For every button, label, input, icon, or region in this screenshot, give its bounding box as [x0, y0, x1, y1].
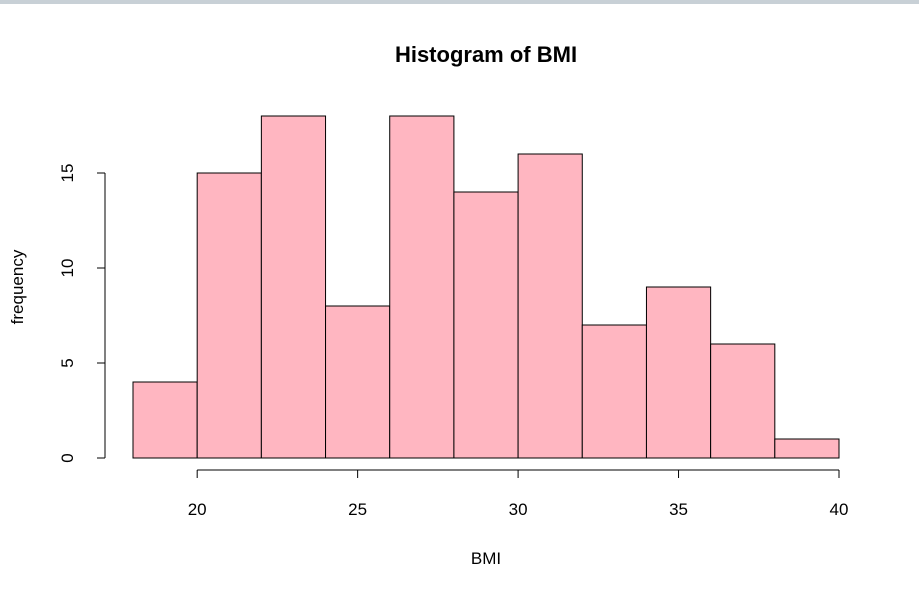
histogram-bar	[389, 115, 455, 459]
y-axis-label: frequency	[8, 249, 27, 324]
x-tick-label: 30	[509, 500, 528, 519]
histogram-bar	[774, 438, 840, 459]
x-tick-label: 25	[348, 500, 367, 519]
histogram-bar	[325, 305, 391, 459]
chart-title: Histogram of BMI	[395, 42, 577, 67]
bars-group	[132, 115, 840, 459]
histogram-bar	[132, 381, 198, 459]
histogram-bar	[645, 286, 712, 459]
histogram-bar	[710, 343, 776, 459]
histogram-bar	[517, 153, 583, 459]
y-tick-label: 5	[58, 358, 77, 367]
x-tick-label: 40	[830, 500, 849, 519]
window-top-border	[0, 0, 919, 4]
histogram-bar	[581, 324, 647, 459]
y-tick-label: 10	[58, 259, 77, 278]
histogram-bar	[453, 191, 519, 459]
histogram-bar	[196, 172, 262, 459]
y-tick-label: 15	[58, 164, 77, 183]
y-axis: 0 5 10 15	[58, 164, 106, 463]
x-tick-label: 35	[669, 500, 688, 519]
histogram-bar	[260, 115, 327, 459]
x-axis: 20 25 30 35 40	[188, 469, 849, 519]
x-axis-label: BMI	[471, 549, 501, 568]
x-tick-label: 20	[188, 500, 207, 519]
y-tick-label: 0	[58, 453, 77, 462]
